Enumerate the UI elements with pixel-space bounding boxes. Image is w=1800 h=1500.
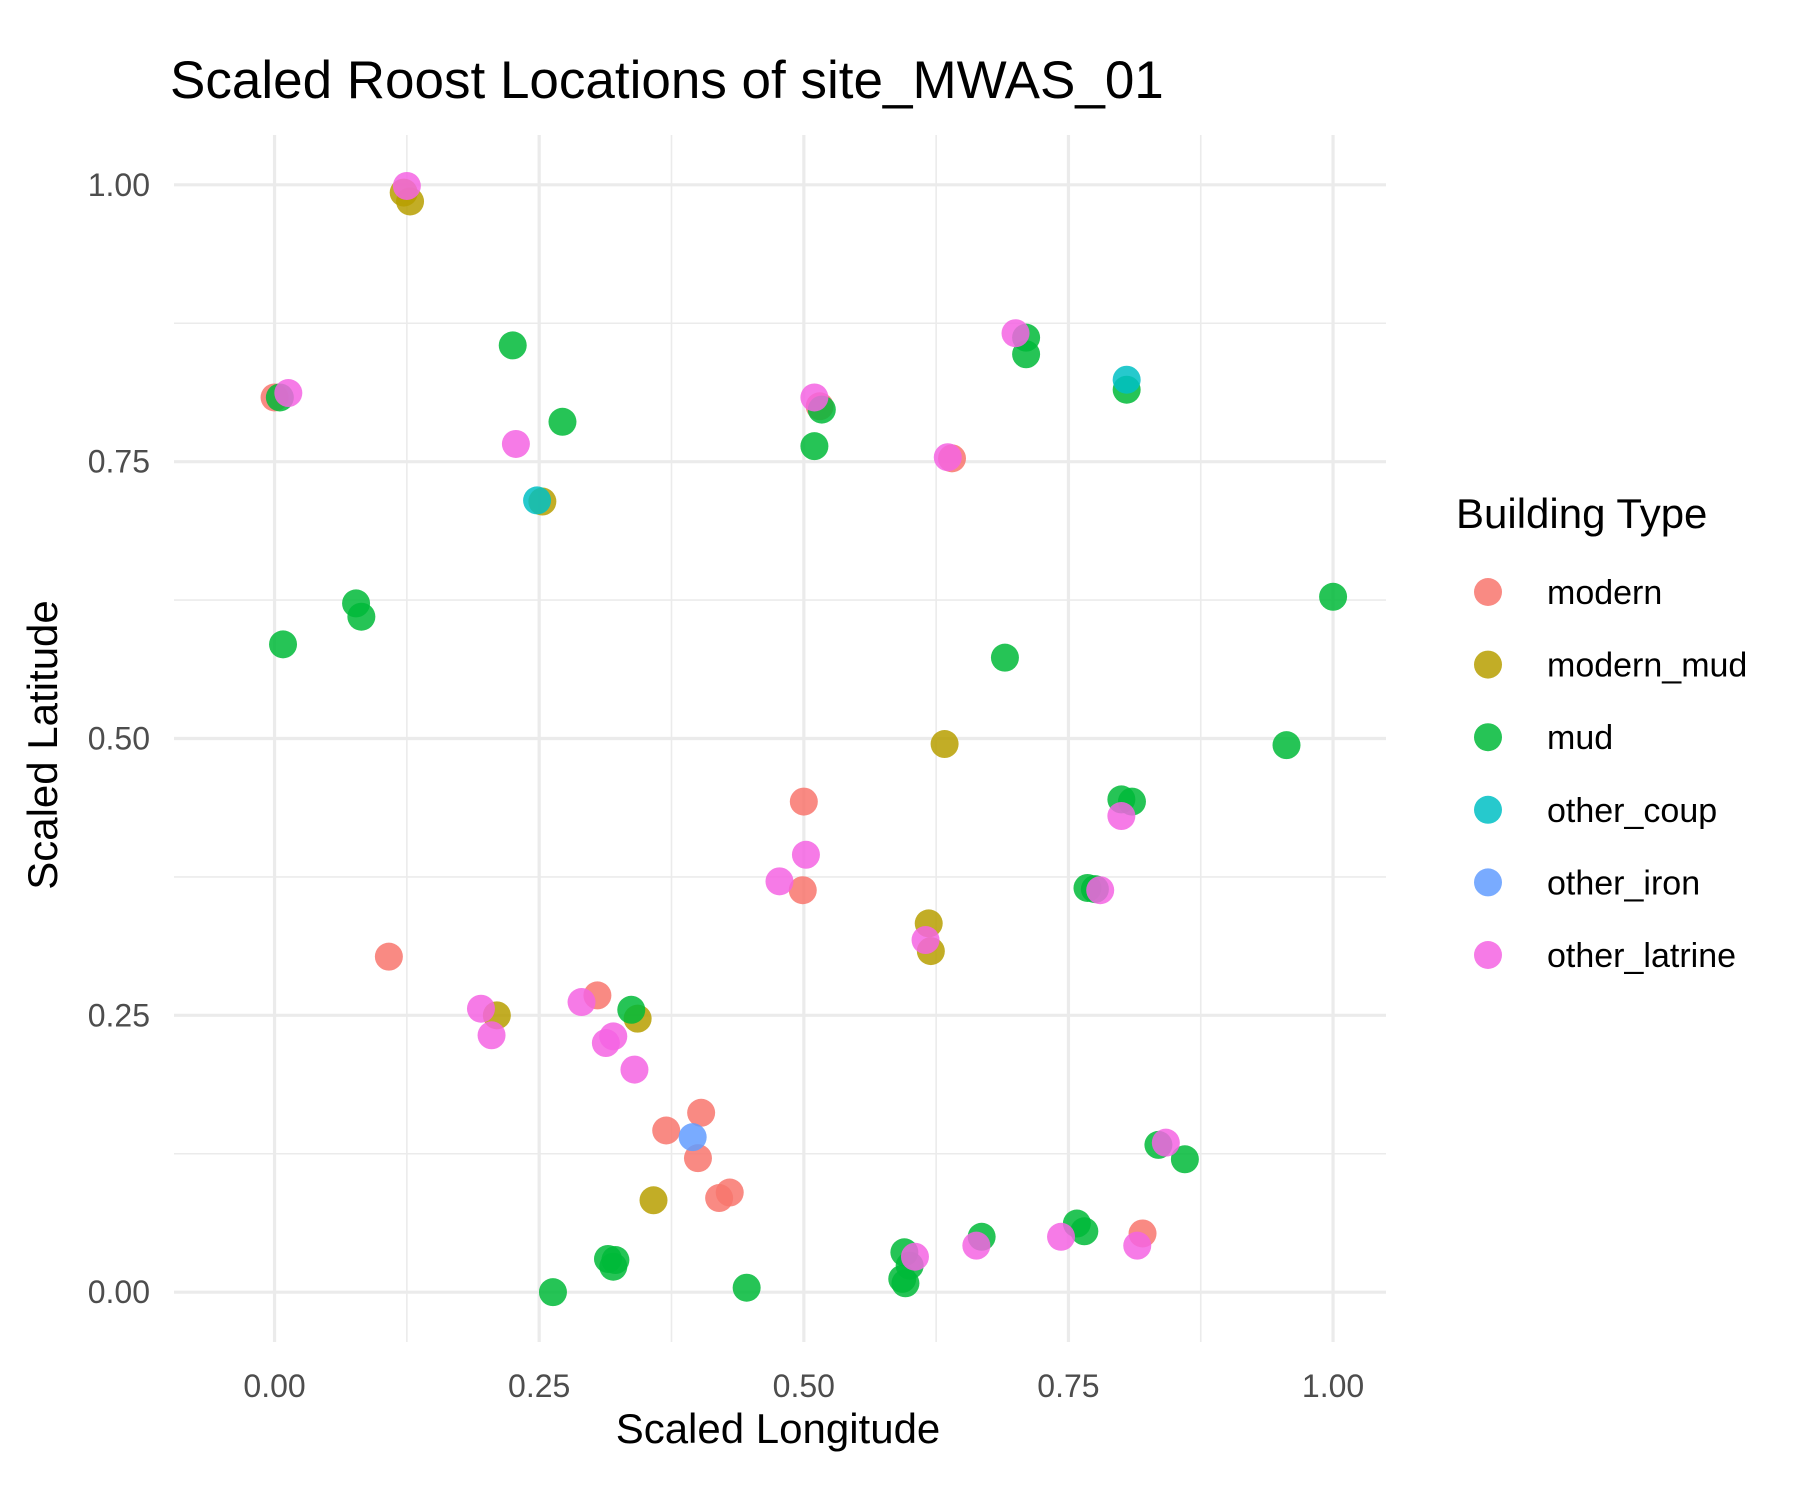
y-tick-label: 0.00 bbox=[88, 1274, 150, 1310]
point-other_latrine bbox=[620, 1055, 649, 1084]
point-other_latrine bbox=[567, 988, 596, 1017]
legend-key-other_coup bbox=[1474, 795, 1502, 824]
point-other_latrine bbox=[477, 1021, 506, 1050]
point-other_iron bbox=[678, 1123, 707, 1152]
point-other_latrine bbox=[1001, 319, 1030, 348]
point-other_latrine bbox=[765, 867, 794, 896]
point-other_latrine bbox=[501, 429, 530, 458]
point-mud bbox=[548, 407, 577, 436]
data-points bbox=[260, 171, 1348, 1307]
point-mud bbox=[538, 1278, 567, 1307]
point-mud bbox=[1272, 731, 1301, 760]
point-mud bbox=[1319, 582, 1348, 611]
point-other_coup bbox=[523, 486, 552, 515]
x-tick-label: 0.75 bbox=[1037, 1368, 1099, 1404]
point-modern_mud bbox=[639, 1186, 668, 1215]
point-mud bbox=[347, 602, 376, 631]
point-modern bbox=[687, 1098, 716, 1127]
point-modern bbox=[789, 787, 818, 816]
legend-label-other_latrine: other_latrine bbox=[1547, 937, 1736, 975]
point-other_latrine bbox=[1047, 1222, 1076, 1251]
point-mud bbox=[732, 1273, 761, 1302]
point-modern_mud bbox=[930, 730, 959, 759]
point-mud bbox=[617, 995, 646, 1024]
legend-label-mud: mud bbox=[1547, 719, 1613, 757]
point-mud bbox=[800, 432, 829, 461]
legend-label-other_iron: other_iron bbox=[1547, 864, 1700, 902]
plot-grid bbox=[174, 135, 1386, 1342]
point-modern bbox=[683, 1144, 712, 1173]
point-mud bbox=[1012, 340, 1041, 369]
point-mud bbox=[1170, 1145, 1199, 1174]
y-axis-title: Scaled Latitude bbox=[19, 600, 66, 890]
point-other_latrine bbox=[962, 1231, 991, 1260]
legend-title: Building Type bbox=[1456, 490, 1707, 537]
chart-title: Scaled Roost Locations of site_MWAS_01 bbox=[170, 51, 1164, 110]
point-other_latrine bbox=[911, 926, 940, 955]
point-mud bbox=[601, 1246, 630, 1275]
y-tick-label: 1.00 bbox=[88, 167, 150, 203]
point-other_coup bbox=[1112, 365, 1141, 394]
point-other_latrine bbox=[466, 994, 495, 1023]
x-tick-label: 0.25 bbox=[508, 1368, 570, 1404]
x-axis-ticks: 0.00 0.25 0.50 0.75 1.00 bbox=[243, 1368, 1364, 1404]
y-axis-ticks: 0.00 0.25 0.50 0.75 1.00 bbox=[88, 167, 150, 1310]
point-other_latrine bbox=[599, 1022, 628, 1051]
legend-label-other_coup: other_coup bbox=[1547, 792, 1717, 830]
point-mud bbox=[498, 331, 527, 360]
legend-key-other_latrine bbox=[1474, 941, 1502, 969]
point-modern bbox=[652, 1116, 681, 1145]
point-modern bbox=[788, 876, 817, 905]
point-mud bbox=[1070, 1217, 1099, 1246]
legend-label-modern_mud: modern_mud bbox=[1547, 647, 1747, 685]
point-other_latrine bbox=[274, 379, 303, 408]
point-modern bbox=[374, 942, 403, 971]
point-other_latrine bbox=[1107, 802, 1136, 831]
legend-label-modern: modern bbox=[1547, 574, 1662, 612]
point-mud bbox=[990, 643, 1019, 672]
y-tick-label: 0.50 bbox=[88, 721, 150, 757]
legend-key-modern bbox=[1474, 578, 1502, 606]
point-other_latrine bbox=[1151, 1128, 1180, 1157]
point-other_latrine bbox=[1123, 1231, 1152, 1260]
x-tick-label: 0.50 bbox=[773, 1368, 835, 1404]
legend-key-mud bbox=[1474, 723, 1502, 752]
point-other_latrine bbox=[392, 171, 421, 200]
point-other_latrine bbox=[900, 1242, 929, 1271]
x-axis-title: Scaled Longitude bbox=[616, 1405, 941, 1452]
point-other_latrine bbox=[1086, 876, 1115, 905]
y-tick-label: 0.25 bbox=[88, 997, 150, 1033]
x-tick-label: 1.00 bbox=[1302, 1368, 1364, 1404]
point-other_latrine bbox=[791, 840, 820, 869]
point-mud bbox=[269, 630, 298, 659]
x-tick-label: 0.00 bbox=[243, 1368, 305, 1404]
point-other_latrine bbox=[933, 443, 962, 472]
point-modern bbox=[715, 1178, 744, 1207]
y-tick-label: 0.75 bbox=[88, 444, 150, 480]
point-other_latrine bbox=[800, 383, 829, 412]
legend-key-modern_mud bbox=[1474, 650, 1502, 679]
legend-key-other_iron bbox=[1474, 868, 1502, 897]
